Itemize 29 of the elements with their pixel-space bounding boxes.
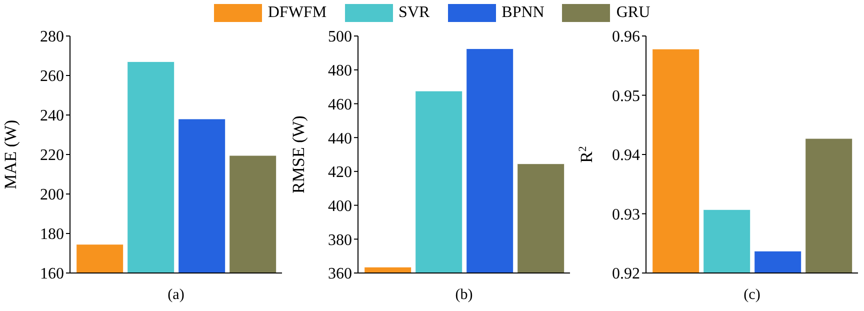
y-tick-label: 280	[40, 28, 64, 46]
x-axis-title: (b)	[455, 287, 473, 303]
y-tick-label: 0.96	[612, 28, 640, 46]
y-tick-label: 460	[328, 96, 352, 114]
y-tick-label: 0.95	[612, 88, 640, 105]
y-tick-label: 0.93	[612, 206, 640, 224]
y-tick-label: 500	[328, 28, 352, 46]
legend-label: DFWFM	[268, 4, 327, 22]
legend-label: BPNN	[502, 4, 544, 22]
y-tick-label: 380	[328, 232, 352, 249]
y-tick-label: 0.92	[612, 266, 640, 283]
y-tick-label: 360	[328, 266, 352, 283]
y-tick-label: 420	[328, 164, 352, 182]
y-tick-label: 440	[328, 130, 352, 148]
y-tick-label: 240	[40, 108, 64, 125]
y-tick-label: 400	[328, 198, 352, 215]
legend-label: GRU	[616, 4, 650, 22]
y-tick-label: 0.94	[612, 147, 640, 164]
x-axis-title: (c)	[744, 287, 760, 303]
y-tick-label: 160	[40, 266, 64, 283]
y-tick-label: 480	[328, 62, 352, 80]
y-axis-title: MAE (W)	[1, 120, 20, 190]
y-tick-label: 180	[40, 226, 64, 244]
x-axis-title: (a)	[168, 287, 184, 303]
y-tick-label: 260	[40, 68, 64, 86]
y-axis-title: RMSE (W)	[289, 116, 308, 194]
legend-label: SVR	[398, 4, 430, 22]
y-tick-label: 200	[40, 186, 64, 204]
y-tick-label: 220	[40, 147, 64, 164]
